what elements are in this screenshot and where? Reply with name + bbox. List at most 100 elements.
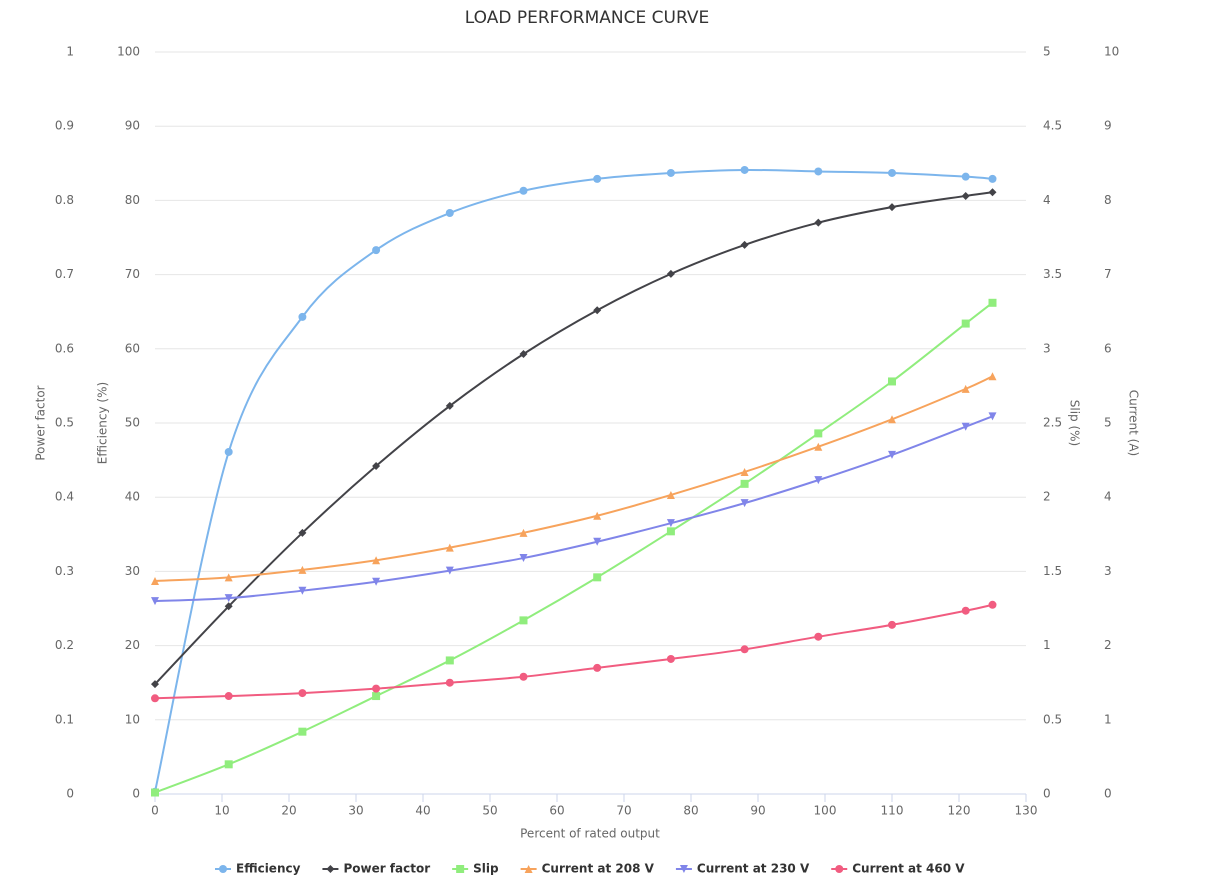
y-tick-label: 0.6 [55, 341, 74, 355]
data-point [888, 168, 896, 177]
data-point [298, 586, 307, 595]
data-point [372, 577, 381, 586]
data-point [888, 415, 896, 424]
y-tick-label: 5 [1043, 45, 1051, 59]
data-point [519, 616, 528, 625]
y-tick-label: 2 [1043, 490, 1051, 504]
chart-title: LOAD PERFORMANCE CURVE [465, 8, 709, 28]
data-point [814, 429, 823, 438]
series-line [154, 375, 993, 583]
data-point [814, 218, 823, 227]
data-point [961, 384, 970, 393]
data-point [988, 412, 997, 421]
data-point [372, 684, 381, 693]
data-point [519, 349, 528, 358]
data-point [814, 632, 823, 641]
data-point [372, 556, 381, 565]
data-point [740, 499, 749, 508]
data-point [740, 479, 749, 488]
data-point [814, 476, 823, 485]
y-tick-label: 0.1 [55, 712, 74, 726]
x-tick-label: 110 [881, 804, 904, 818]
x-tick-label: 0 [151, 804, 159, 818]
data-point [151, 577, 159, 586]
data-point [224, 594, 233, 603]
y-tick-label: 0 [66, 787, 74, 801]
y-tick-label: 2 [1104, 638, 1112, 652]
y-tick-label: 8 [1104, 193, 1112, 207]
data-point [298, 689, 307, 698]
data-point [593, 573, 602, 582]
data-point [988, 298, 997, 307]
data-point [593, 537, 602, 546]
x-tick-label: 40 [415, 804, 430, 818]
data-point [151, 597, 159, 606]
data-point [740, 240, 749, 249]
legend-symbol [219, 865, 227, 873]
y-tick-label: 80 [125, 193, 140, 207]
x-tick-label: 120 [948, 804, 971, 818]
x-tick-label: 30 [348, 804, 363, 818]
legend-label: Current at 460 V [852, 862, 965, 876]
y-tick-label: 7 [1104, 267, 1112, 281]
data-point [519, 672, 528, 681]
data-point [151, 694, 159, 703]
y-tick-label: 30 [125, 564, 140, 578]
series-line [154, 191, 993, 685]
data-point [666, 519, 675, 528]
data-point [519, 186, 528, 195]
y-tick-label: 10 [1104, 45, 1119, 59]
legend-label: Slip [473, 862, 499, 876]
y-tick-label: 50 [125, 416, 140, 430]
data-point [988, 188, 997, 197]
x-tick-label: 10 [214, 804, 229, 818]
y-tick-label: 5 [1104, 416, 1112, 430]
data-point [888, 450, 896, 459]
x-axis-title: Percent of rated output [520, 827, 660, 841]
y-tick-label: 4.5 [1043, 119, 1062, 133]
y-tick-label: 0.4 [55, 490, 74, 504]
data-point [519, 528, 528, 537]
y-tick-label: 10 [125, 712, 140, 726]
y-tick-label: 4 [1104, 490, 1112, 504]
data-point [961, 172, 970, 181]
data-point [224, 602, 233, 611]
y-tick-label: 20 [125, 638, 140, 652]
data-point [372, 462, 381, 471]
data-point [740, 645, 749, 654]
data-point [298, 312, 307, 321]
x-tick-label: 90 [750, 804, 765, 818]
data-point [298, 565, 307, 574]
y-tick-label: 4 [1043, 193, 1051, 207]
legend-label: Efficiency [236, 862, 301, 876]
y-tick-label: 2.5 [1043, 416, 1062, 430]
y-tick-label: 0.7 [55, 267, 74, 281]
data-point [988, 372, 997, 381]
y-axis-title: Power factor [34, 385, 48, 460]
y-tick-label: 0 [1104, 787, 1112, 801]
y-tick-label: 3 [1043, 341, 1051, 355]
data-point [888, 377, 896, 386]
data-point [372, 246, 381, 255]
legend-label: Power factor [343, 862, 430, 876]
data-point [445, 543, 454, 552]
data-point [519, 554, 528, 563]
data-point [666, 168, 675, 177]
y-tick-label: 0.5 [1043, 712, 1062, 726]
data-point [224, 447, 233, 456]
legend-symbol [679, 865, 688, 873]
legend-symbol [835, 865, 844, 873]
y-tick-label: 1.5 [1043, 564, 1062, 578]
data-point [888, 203, 896, 212]
y-tick-label: 60 [125, 341, 140, 355]
data-point [888, 620, 896, 629]
data-point [151, 680, 159, 689]
y-tick-label: 0.3 [55, 564, 74, 578]
data-point [988, 600, 997, 609]
legend-symbol [326, 865, 335, 873]
data-point [740, 467, 749, 476]
y-tick-label: 6 [1104, 341, 1112, 355]
y-tick-label: 3 [1104, 564, 1112, 578]
